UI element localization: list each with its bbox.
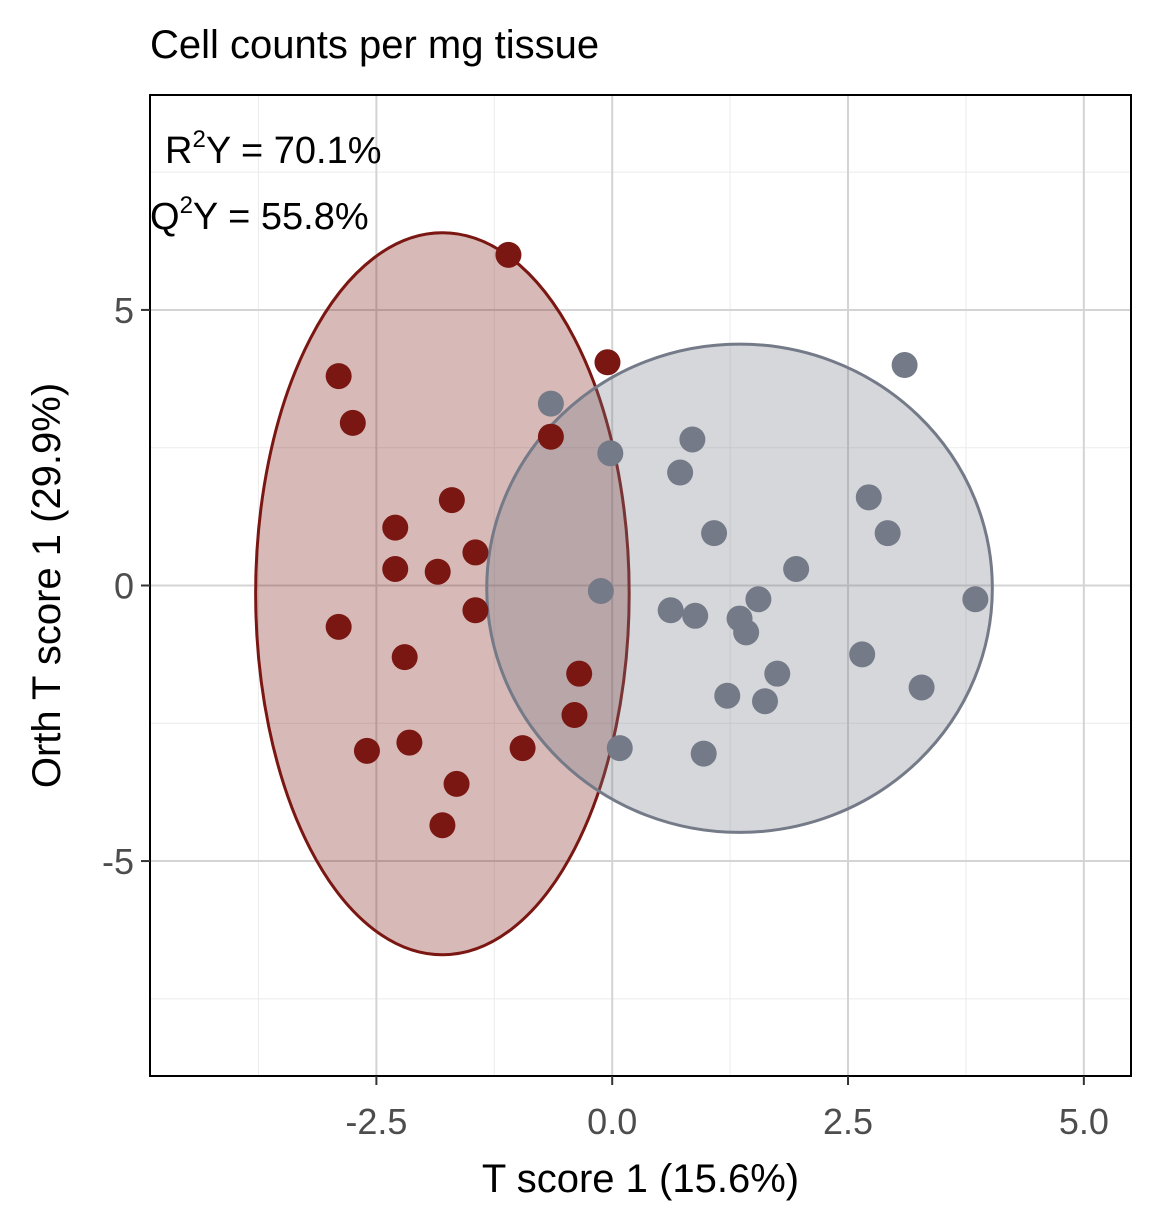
model-statistics: R2Y = 70.1% Q2Y = 55.8% bbox=[150, 126, 382, 238]
point-series-2 bbox=[537, 390, 564, 417]
annotation-1: R2Y = 70.1% bbox=[165, 126, 382, 172]
point-series-1 bbox=[396, 729, 423, 756]
point-series-1 bbox=[537, 423, 564, 450]
point-series-2 bbox=[597, 440, 624, 467]
point-series-1 bbox=[339, 409, 366, 436]
point-series-2 bbox=[849, 641, 876, 668]
point-series-1 bbox=[561, 702, 588, 729]
point-series-2 bbox=[587, 578, 614, 605]
point-series-1 bbox=[391, 644, 418, 671]
y-tick-label: 0 bbox=[114, 566, 134, 607]
x-axis-title: T score 1 (15.6%) bbox=[482, 1157, 799, 1201]
point-series-1 bbox=[566, 660, 593, 687]
point-series-1 bbox=[429, 812, 456, 839]
y-tick-label: 5 bbox=[114, 290, 134, 331]
point-series-2 bbox=[783, 555, 810, 582]
point-series-2 bbox=[682, 602, 709, 629]
point-series-2 bbox=[908, 674, 935, 701]
x-tick-label: 5.0 bbox=[1059, 1101, 1109, 1142]
point-series-2 bbox=[690, 740, 717, 767]
point-series-1 bbox=[325, 363, 352, 390]
point-series-2 bbox=[752, 688, 779, 715]
point-series-2 bbox=[667, 459, 694, 486]
point-series-2 bbox=[733, 619, 760, 646]
point-series-2 bbox=[745, 586, 772, 613]
point-series-1 bbox=[353, 737, 380, 764]
point-series-2 bbox=[874, 520, 901, 547]
point-series-1 bbox=[509, 735, 536, 762]
point-series-1 bbox=[438, 487, 465, 514]
ellipse-series-2 bbox=[485, 342, 994, 834]
point-series-1 bbox=[462, 597, 489, 624]
x-tick-label: -2.5 bbox=[345, 1101, 407, 1142]
point-series-2 bbox=[962, 586, 989, 613]
point-series-2 bbox=[701, 520, 728, 547]
point-series-2 bbox=[855, 484, 882, 511]
annotation-2: Q2Y = 55.8% bbox=[150, 192, 369, 238]
chart-title: Cell counts per mg tissue bbox=[150, 23, 599, 67]
point-series-2 bbox=[714, 682, 741, 709]
point-series-1 bbox=[382, 514, 409, 541]
x-tick-label: 2.5 bbox=[823, 1101, 873, 1142]
point-series-2 bbox=[891, 352, 918, 379]
point-series-1 bbox=[594, 349, 621, 376]
y-tick-label: -5 bbox=[102, 841, 134, 882]
point-series-1 bbox=[424, 558, 451, 585]
point-series-2 bbox=[606, 735, 633, 762]
data-points bbox=[325, 241, 989, 839]
point-series-2 bbox=[764, 660, 791, 687]
point-series-1 bbox=[382, 555, 409, 582]
x-tick-label: 0.0 bbox=[587, 1101, 637, 1142]
axes: -2.5 0.0 2.5 5.0 -5 0 5 bbox=[102, 290, 1109, 1142]
point-series-1 bbox=[462, 539, 489, 566]
point-series-2 bbox=[657, 597, 684, 624]
point-series-1 bbox=[443, 770, 470, 797]
point-series-1 bbox=[325, 613, 352, 640]
point-series-2 bbox=[679, 426, 706, 453]
y-axis-title: Orth T score 1 (29.9%) bbox=[25, 383, 69, 788]
point-series-1 bbox=[495, 241, 522, 268]
